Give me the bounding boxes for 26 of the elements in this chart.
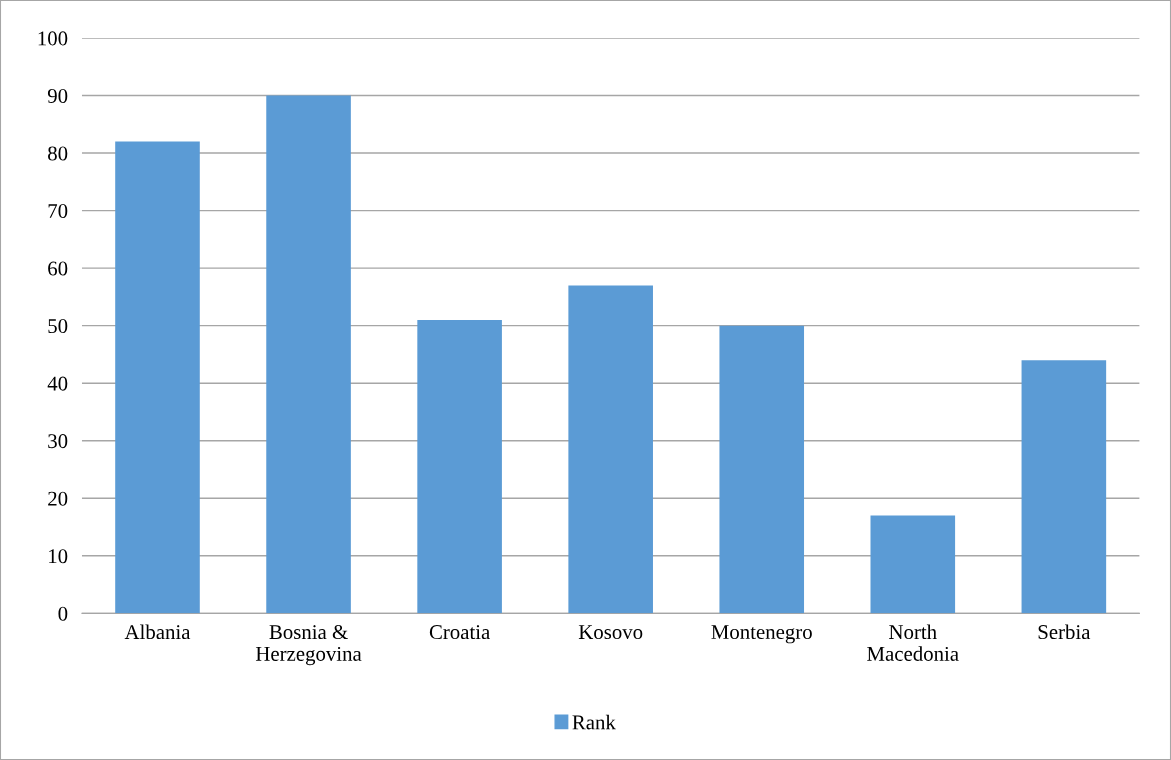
y-tick-label: 100 — [38, 31, 68, 46]
y-tick-label: 30 — [48, 434, 68, 449]
y-tick-label: 90 — [47, 88, 68, 103]
x-tick-label: North Macedonia — [867, 624, 959, 661]
y-tick-label: 70 — [48, 203, 68, 219]
x-tick-label: Serbia — [1038, 624, 1091, 640]
x-tick-label: Croatia — [429, 625, 490, 640]
y-tick-label: 40 — [47, 376, 68, 391]
x-tick-label: Bosnia & Herzegovina — [255, 625, 362, 666]
bar — [870, 515, 956, 614]
y-tick-label: 10 — [49, 549, 68, 564]
y-tick-label: 20 — [48, 491, 68, 506]
y-tick-label: 50 — [48, 319, 68, 334]
bar — [719, 325, 805, 614]
legend-label: Rank — [572, 714, 616, 730]
y-tick-label: 0 — [58, 606, 68, 621]
x-tick-label: Kosovo — [578, 625, 643, 640]
x-tick-label: Montenegro — [711, 625, 812, 644]
bar — [568, 285, 653, 614]
bar — [417, 319, 502, 614]
bar — [1021, 360, 1107, 614]
y-tick-label: 60 — [48, 261, 68, 276]
bar — [266, 95, 351, 614]
bar — [115, 141, 200, 614]
y-tick-label: 80 — [48, 146, 68, 161]
x-tick-label: Albania — [124, 624, 191, 640]
